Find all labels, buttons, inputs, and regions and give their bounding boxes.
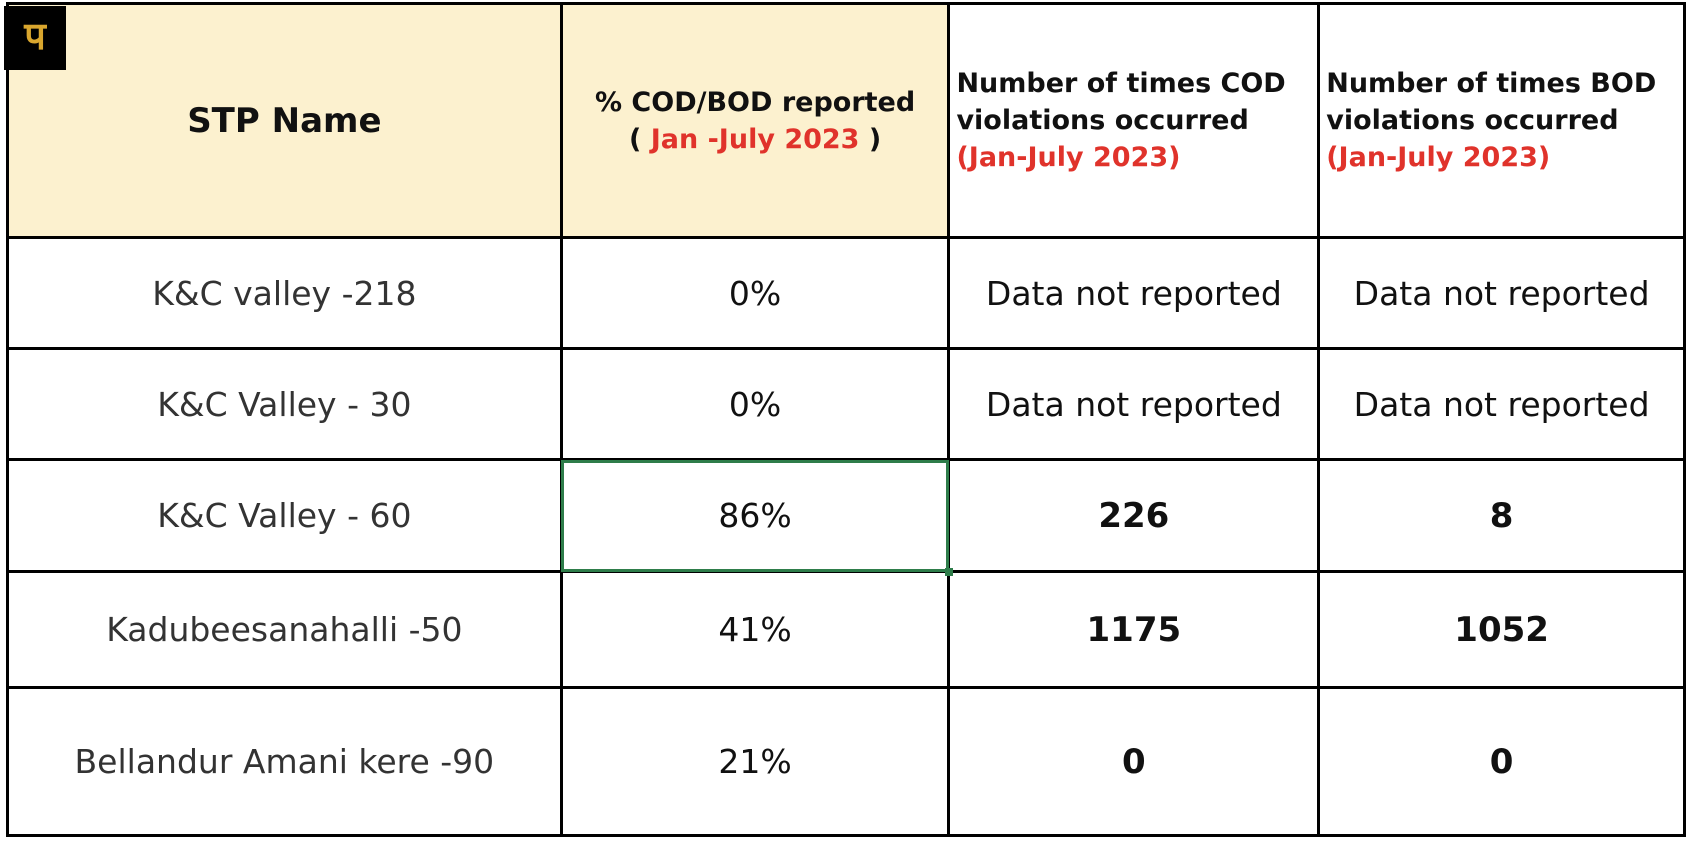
cell-pct[interactable]: 0% [559, 236, 951, 350]
header-bod-violations[interactable]: Number of times BOD violations occurred … [1317, 2, 1686, 239]
header-stp-name-label: STP Name [187, 100, 382, 141]
header-pct-reported[interactable]: % COD/BOD reported ( Jan -July 2023 ) [559, 2, 951, 239]
header-bod-line1: Number of times BOD [1326, 68, 1657, 99]
cell-pct[interactable]: 21% [559, 686, 951, 837]
logo-icon: प [4, 6, 66, 70]
cell-pct-selected[interactable]: 86% [559, 458, 954, 576]
table-row: K&C valley -218 0% Data not reported Dat… [6, 236, 1686, 350]
cell-cod[interactable]: Data not reported [947, 347, 1321, 461]
header-pct-line1: % COD/BOD reported [594, 86, 916, 118]
header-pct-range: Jan -July 2023 [650, 123, 860, 155]
fill-handle[interactable] [945, 568, 954, 576]
header-cod-violations[interactable]: Number of times COD violations occurred … [947, 2, 1321, 239]
header-pct-range-line: ( Jan -July 2023 ) [563, 121, 948, 158]
paren-close: ) [868, 123, 882, 155]
cell-bod[interactable]: 1052 [1317, 570, 1686, 689]
cell-stp-name[interactable]: K&C valley -218 [6, 236, 563, 350]
header-bod-line2: violations occurred [1326, 105, 1619, 136]
header-row: STP Name % COD/BOD reported ( Jan -July … [6, 2, 1686, 239]
header-bod-range: (Jan-July 2023) [1326, 142, 1551, 173]
cell-bod[interactable]: Data not reported [1317, 347, 1686, 461]
cell-pct-value: 86% [718, 496, 792, 535]
table-row: Kadubeesanahalli -50 41% 1175 1052 [6, 570, 1686, 689]
cell-stp-name[interactable]: Bellandur Amani kere -90 [6, 686, 563, 837]
paren-open: ( [628, 123, 642, 155]
cell-stp-name[interactable]: Kadubeesanahalli -50 [6, 570, 563, 689]
cell-bod[interactable]: 0 [1317, 686, 1686, 837]
cell-stp-name[interactable]: K&C Valley - 60 [6, 458, 563, 573]
header-cod-line2: violations occurred [956, 105, 1249, 136]
table-row: K&C Valley - 60 86% 226 8 [6, 458, 1686, 576]
cell-cod[interactable]: Data not reported [947, 236, 1321, 350]
cell-cod[interactable]: 0 [947, 686, 1321, 837]
table-row: K&C Valley - 30 0% Data not reported Dat… [6, 347, 1686, 461]
cell-cod[interactable]: 1175 [947, 570, 1321, 689]
cell-cod[interactable]: 226 [947, 458, 1321, 573]
header-cod-line1: Number of times COD [956, 68, 1286, 99]
stp-data-table: STP Name % COD/BOD reported ( Jan -July … [6, 2, 1686, 837]
header-stp-name[interactable]: STP Name [6, 2, 563, 239]
cell-bod[interactable]: 8 [1317, 458, 1686, 573]
cell-pct[interactable]: 41% [559, 570, 951, 689]
cell-stp-name[interactable]: K&C Valley - 30 [6, 347, 563, 461]
table-row: Bellandur Amani kere -90 21% 0 0 [6, 686, 1686, 837]
cell-pct[interactable]: 0% [559, 347, 951, 461]
cell-bod[interactable]: Data not reported [1317, 236, 1686, 350]
header-cod-range: (Jan-July 2023) [956, 142, 1181, 173]
